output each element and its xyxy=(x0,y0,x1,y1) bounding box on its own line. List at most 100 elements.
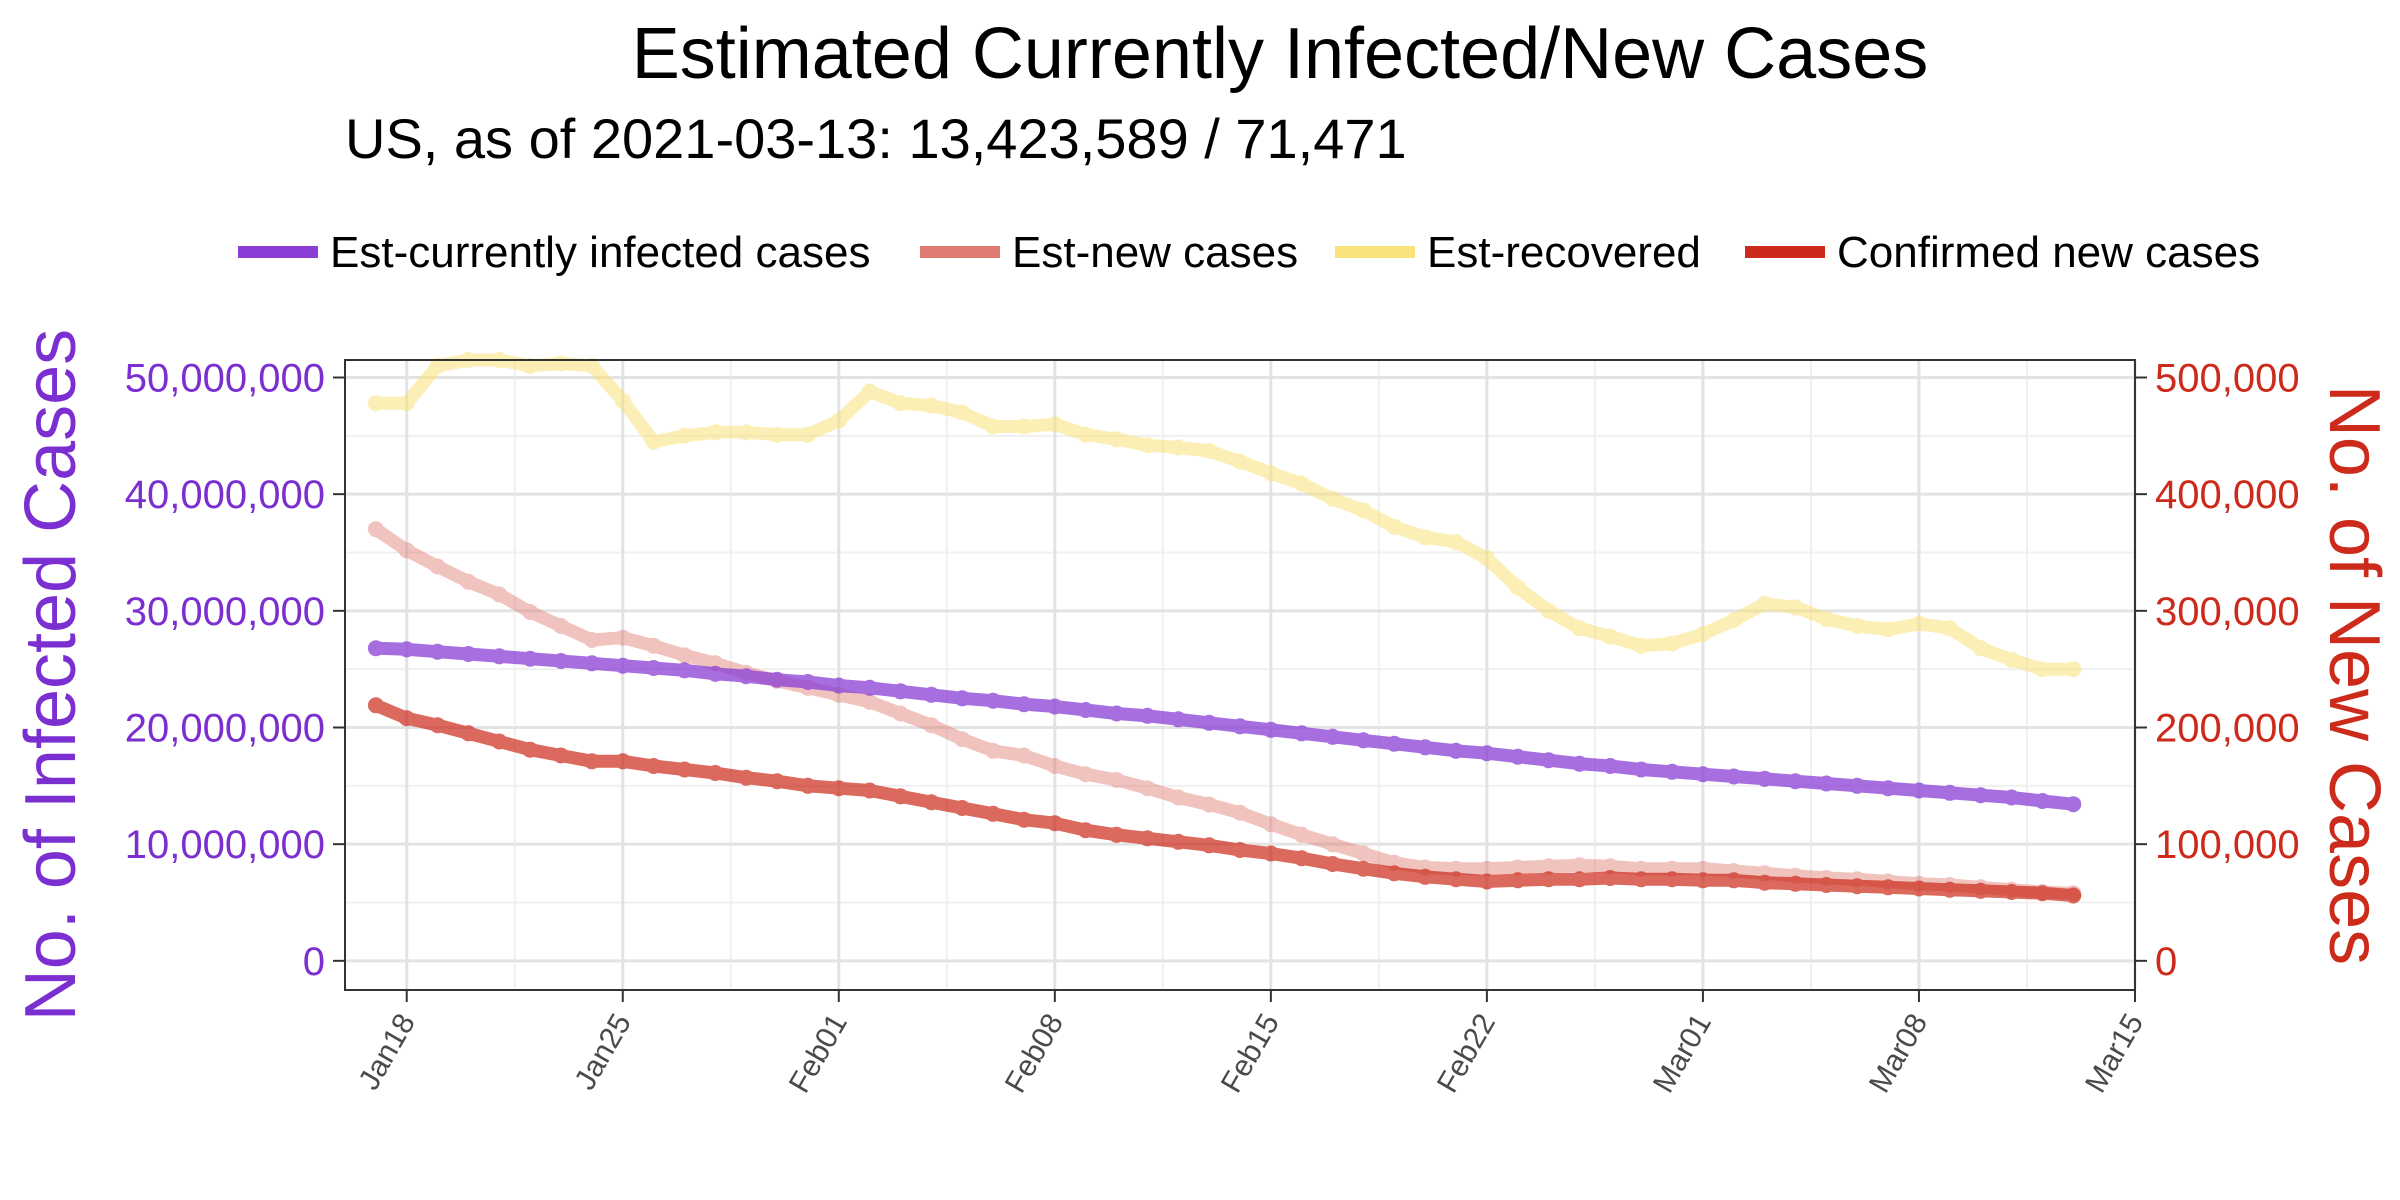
data-point xyxy=(429,643,446,660)
data-point xyxy=(1664,635,1681,652)
data-point xyxy=(923,686,940,703)
data-point xyxy=(1478,745,1495,762)
legend-label: Est-recovered xyxy=(1427,228,1701,277)
data-point xyxy=(769,426,786,443)
data-point xyxy=(522,357,539,374)
data-point xyxy=(583,655,600,672)
data-point xyxy=(923,397,940,414)
data-point xyxy=(460,646,477,662)
data-point xyxy=(583,632,600,648)
data-point xyxy=(522,604,539,620)
data-point xyxy=(892,395,909,412)
data-point xyxy=(1787,599,1804,616)
data-point xyxy=(1046,416,1063,433)
data-point xyxy=(1756,874,1773,891)
data-point xyxy=(553,355,569,372)
data-point xyxy=(985,418,1002,435)
data-point xyxy=(1540,858,1557,875)
data-point xyxy=(1417,868,1434,885)
y-axis-right-label: No. of New Cases xyxy=(2314,385,2394,965)
data-point xyxy=(985,692,1002,709)
data-point xyxy=(1571,871,1588,888)
data-point xyxy=(429,558,446,575)
data-point xyxy=(1509,859,1526,876)
data-point xyxy=(1633,871,1650,888)
data-point xyxy=(1417,739,1434,756)
data-point xyxy=(429,357,446,374)
data-point xyxy=(1108,705,1125,722)
data-point xyxy=(1478,550,1495,567)
data-point xyxy=(1386,518,1403,535)
data-point xyxy=(1386,865,1403,882)
data-point xyxy=(1818,775,1835,792)
data-point xyxy=(1849,777,1866,794)
data-point xyxy=(1941,784,1958,801)
data-point xyxy=(1880,780,1897,797)
y-right-tick-label: 0 xyxy=(2155,940,2177,984)
data-point xyxy=(1046,698,1063,715)
data-point xyxy=(553,618,569,634)
data-point xyxy=(1232,804,1248,821)
data-point xyxy=(645,758,662,774)
data-point xyxy=(1108,772,1125,788)
data-point xyxy=(645,433,662,450)
data-point xyxy=(1448,742,1464,759)
data-point xyxy=(985,742,1002,759)
data-point xyxy=(460,573,477,590)
legend-item: Confirmed new cases xyxy=(1745,228,2260,277)
data-point xyxy=(1694,626,1711,643)
series-confirmed-new-cases xyxy=(367,697,2082,904)
data-point xyxy=(1293,475,1310,492)
data-point xyxy=(429,717,446,734)
data-point xyxy=(1324,836,1341,853)
data-point xyxy=(491,648,508,665)
series-line xyxy=(369,522,2080,900)
data-point xyxy=(676,427,693,444)
y-left-tick-label: 10,000,000 xyxy=(125,823,325,867)
data-point xyxy=(985,805,1002,822)
data-point xyxy=(1787,773,1804,790)
legend-item: Est-currently infected cases xyxy=(238,228,870,277)
data-point xyxy=(1293,826,1310,843)
data-point xyxy=(676,761,693,778)
series-est-currently-infected-cases xyxy=(367,640,2082,813)
data-point xyxy=(861,693,878,710)
data-point xyxy=(1664,871,1681,888)
data-point xyxy=(1077,822,1094,839)
data-point xyxy=(1232,718,1248,735)
data-point xyxy=(1201,796,1218,813)
data-point xyxy=(1478,860,1495,877)
data-point xyxy=(954,731,971,748)
data-point xyxy=(861,383,878,400)
y-left-tick-label: 50,000,000 xyxy=(125,357,325,401)
data-point xyxy=(1725,768,1742,785)
data-point xyxy=(583,357,600,374)
y-left-tick-label: 0 xyxy=(303,940,325,984)
data-point xyxy=(799,426,816,443)
chart-title: Estimated Currently Infected/New Cases xyxy=(632,14,1929,94)
data-point xyxy=(1972,882,1989,899)
data-point xyxy=(460,725,477,742)
data-point xyxy=(923,794,940,811)
data-point xyxy=(2034,885,2051,902)
series-est-recovered xyxy=(367,352,2082,678)
legend-item: Est-new cases xyxy=(920,228,1298,277)
data-point xyxy=(2065,887,2082,904)
data-point xyxy=(1139,437,1156,454)
series-layer xyxy=(367,352,2082,904)
data-point xyxy=(1355,860,1372,877)
data-point xyxy=(367,640,384,657)
legend-label: Est-new cases xyxy=(1012,228,1298,277)
series-line xyxy=(369,698,2080,902)
data-point xyxy=(676,662,693,679)
data-point xyxy=(954,404,971,421)
data-point xyxy=(1756,770,1773,787)
data-point xyxy=(1016,811,1032,828)
data-point xyxy=(892,683,909,700)
data-point xyxy=(1016,418,1032,435)
data-point xyxy=(1324,728,1341,745)
legend-label: Confirmed new cases xyxy=(1837,228,2260,277)
data-point xyxy=(738,424,755,441)
data-point xyxy=(522,650,539,667)
data-point xyxy=(1972,787,1989,804)
